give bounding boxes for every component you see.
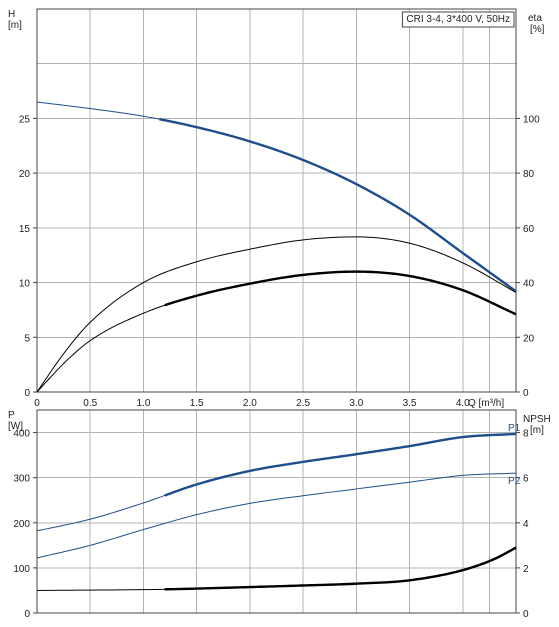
right-axis-unit: [m] — [530, 425, 544, 436]
right-axis-label: eta — [528, 13, 542, 24]
right-tick-label: 0 — [523, 388, 529, 399]
curve-p1-operating-range — [164, 432, 517, 497]
left-tick-label: 0 — [24, 609, 30, 620]
x-tick-label: 2.0 — [243, 398, 257, 409]
series-label-p2: P2 — [508, 476, 521, 487]
curve-p2 — [36, 472, 517, 559]
left-tick-label: 5 — [24, 333, 30, 344]
x-tick-label: 1.0 — [136, 398, 150, 409]
right-tick-label: 2 — [523, 564, 529, 575]
right-tick-label: 60 — [523, 224, 535, 235]
right-axis-unit: [%] — [530, 24, 545, 35]
x-tick-label: 3.0 — [349, 398, 363, 409]
title-box — [401, 11, 515, 28]
x-tick-label: 0 — [34, 398, 40, 409]
curve-h-operating-range — [159, 118, 517, 293]
right-tick-label: 0 — [523, 609, 529, 620]
left-tick-label: 100 — [13, 564, 30, 575]
x-tick-label: 3.5 — [403, 398, 417, 409]
left-tick-label: 300 — [13, 474, 30, 485]
right-tick-label: 100 — [523, 114, 540, 125]
chart-title: CRI 3-4, 3*400 V, 50Hz — [406, 14, 510, 25]
right-tick-label: 20 — [523, 333, 535, 344]
x-tick-label: 4.0 — [456, 398, 470, 409]
left-tick-label: 20 — [19, 169, 31, 180]
plot-frame — [36, 8, 517, 393]
right-tick-label: 4 — [523, 519, 529, 530]
series-label-p1: P1 — [508, 423, 521, 434]
curve-npsh — [36, 547, 517, 591]
left-tick-label: 400 — [13, 429, 30, 440]
left-tick-label: 10 — [19, 279, 31, 290]
curve-eta_pump-operating-range — [164, 270, 517, 316]
right-tick-label: 8 — [523, 429, 529, 440]
x-tick-label: 2.5 — [296, 398, 310, 409]
left-tick-label: 200 — [13, 519, 30, 530]
curve-p1 — [36, 433, 517, 532]
left-tick-label: 25 — [19, 114, 31, 125]
curve-eta_total — [36, 236, 517, 393]
left-axis-unit: [m] — [8, 20, 22, 31]
right-axis-label: NPSH — [523, 414, 551, 425]
left-axis-unit: [W] — [8, 421, 23, 432]
curve-h — [36, 101, 517, 292]
left-axis-label: H — [8, 9, 15, 20]
x-tick-label: 1.5 — [190, 398, 204, 409]
x-axis-label: Q [m³/h] — [468, 398, 504, 409]
left-tick-label: 0 — [24, 388, 30, 399]
x-tick-label: 0.5 — [83, 398, 97, 409]
right-tick-label: 40 — [523, 279, 535, 290]
left-axis-label: P — [8, 410, 15, 421]
plot-frame — [36, 409, 517, 614]
right-tick-label: 6 — [523, 474, 529, 485]
left-tick-label: 15 — [19, 224, 31, 235]
right-tick-label: 80 — [523, 169, 535, 180]
curve-npsh-operating-range — [164, 546, 517, 591]
curve-eta_pump — [36, 271, 517, 393]
